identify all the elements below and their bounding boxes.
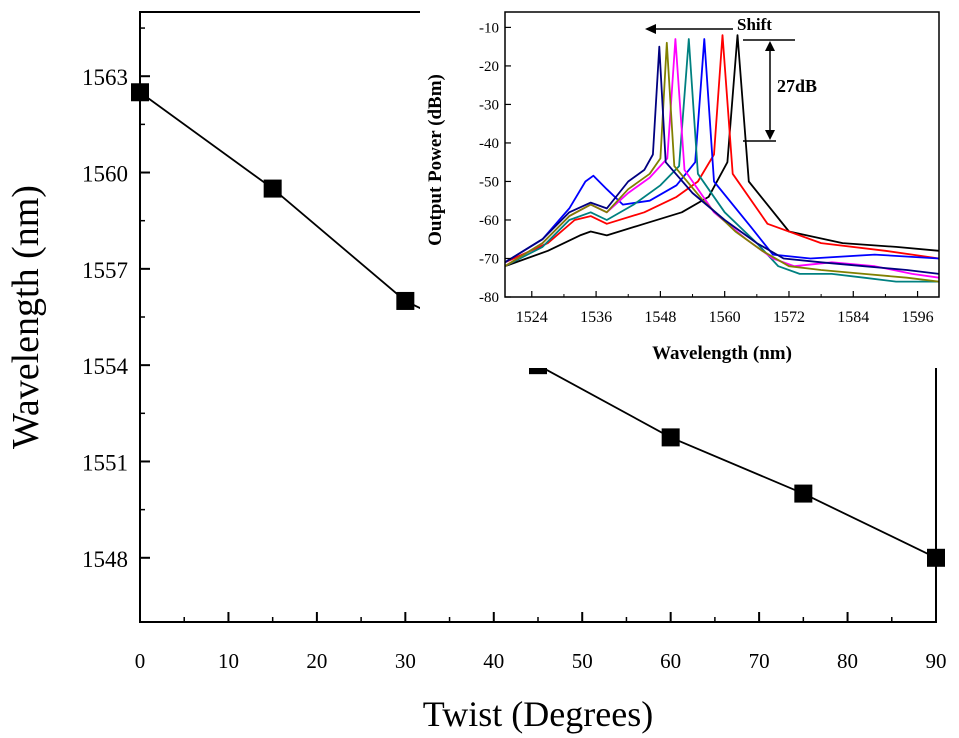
main-x-tick-label: 20 (306, 649, 327, 673)
inset-y-tick-label: -70 (479, 251, 499, 267)
shift-annotation: Shift (645, 15, 772, 34)
main-data-point (396, 291, 415, 310)
main-x-tick-label: 60 (660, 649, 681, 673)
main-y-tick-label: 1551 (82, 450, 128, 475)
main-y-tick-label: 1563 (82, 65, 128, 90)
main-x-axis-title: Twist (Degrees) (423, 694, 653, 734)
main-y-axis: 1548 1551 1554 1557 1560 1563 (82, 27, 150, 572)
inset-spectrum-90deg (504, 45, 940, 275)
inset-x-tick-label: 1548 (644, 309, 676, 326)
inset-x-axis-title: Wavelength (nm) (652, 343, 792, 364)
main-x-tick-label: 70 (749, 649, 770, 673)
inset-y-tick-label: -40 (479, 136, 499, 152)
shift-label: Shift (737, 15, 772, 34)
inset-x-tick-label: 1560 (709, 309, 741, 326)
main-y-tick-label: 1557 (82, 258, 128, 283)
extinction-label: 27dB (777, 76, 817, 96)
inset-spectrum-45deg (504, 38, 939, 283)
inset-x-tick-label: 1524 (516, 309, 548, 326)
inset-y-tick-label: -20 (479, 59, 499, 75)
main-y-tick-label: 1560 (82, 162, 128, 187)
main-x-tick-label: 0 (135, 649, 146, 673)
main-x-tick-label: 40 (483, 649, 504, 673)
main-y-tick-label: 1554 (82, 354, 129, 379)
extinction-annotation: 27dB (743, 39, 817, 142)
inset-spectrum-30deg (504, 38, 940, 264)
inset-y-tick-label: -50 (479, 174, 499, 190)
main-data-point (263, 179, 282, 198)
extinction-arrowhead-down (765, 130, 775, 140)
main-y-tick-label: 1548 (82, 547, 128, 572)
inset-y-axis: -10 -20 -30 -40 -50 -60 -70 -80 (479, 20, 511, 306)
shift-arrowhead (645, 24, 656, 34)
inset-x-axis: 1524 1536 1548 1560 1572 1584 1596 (516, 291, 934, 326)
main-x-tick-label: 50 (572, 649, 593, 673)
inset-y-tick-label: -30 (479, 97, 499, 113)
main-x-tick-label: 80 (837, 649, 858, 673)
inset-y-tick-label: -10 (479, 20, 499, 36)
inset-spectrum-0deg (504, 34, 940, 268)
inset-plot-frame (504, 11, 940, 298)
inset-spectrum-15deg (504, 34, 940, 264)
extinction-arrowhead-up (765, 41, 775, 51)
inset-spectrum-75deg (504, 41, 940, 283)
inset-y-tick-label: -60 (479, 213, 499, 229)
inset-plot: 1524 1536 1548 1560 1572 1584 1596 -10 -20 -30 -4… (420, 8, 959, 368)
main-x-tick-label: 10 (218, 649, 239, 673)
inset-x-tick-label: 1572 (773, 309, 805, 326)
main-x-tick-label: 30 (395, 649, 416, 673)
inset-x-tick-label: 1536 (580, 309, 612, 326)
main-data-point (794, 484, 813, 503)
main-x-tick-label: 90 (926, 649, 947, 673)
inset-y-tick-label: -80 (479, 290, 499, 306)
main-y-axis-title: Wavelength (nm) (5, 185, 47, 449)
inset-x-tick-label: 1584 (837, 309, 869, 326)
main-data-point (661, 428, 680, 447)
inset-y-axis-title: Output Power (dBm) (425, 74, 446, 246)
main-x-axis: 0 10 20 30 40 50 60 70 80 90 (135, 612, 947, 673)
inset-x-tick-label: 1596 (902, 309, 934, 326)
inset-spectra (504, 34, 940, 283)
